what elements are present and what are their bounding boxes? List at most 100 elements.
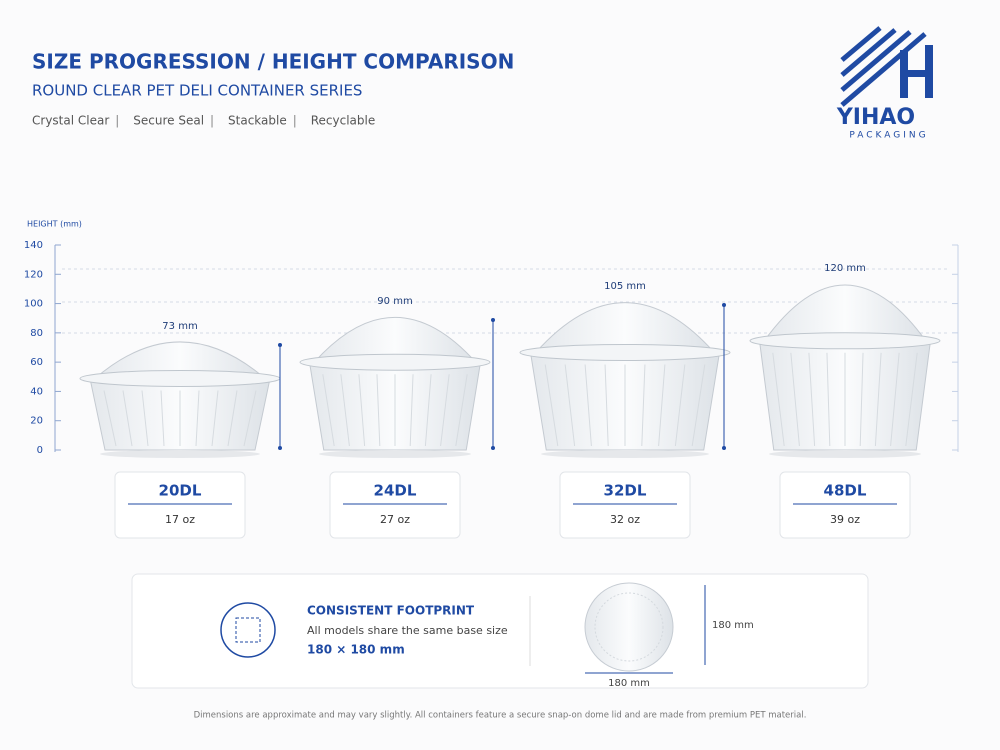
model-card	[329, 471, 461, 539]
model-card	[779, 471, 911, 539]
axis-label: HEIGHT (mm)	[27, 220, 82, 229]
tick-label: 0	[37, 445, 43, 456]
footprint-icon-square	[235, 617, 261, 643]
tick-label: 140	[24, 240, 43, 251]
container-rib	[890, 352, 900, 447]
logo: YIHAO PACKAGING	[836, 26, 933, 141]
container-shadow	[100, 450, 260, 458]
container-rib	[440, 374, 450, 447]
container-rib	[141, 390, 149, 447]
model-card	[114, 471, 246, 539]
marker-dot	[722, 446, 726, 450]
model-volume: 32 oz	[610, 513, 640, 526]
container-dome	[763, 284, 927, 342]
marker-dot	[722, 303, 726, 307]
height-label: 120 mm	[824, 263, 866, 274]
container-rib	[584, 364, 592, 447]
container-rib	[808, 352, 816, 447]
container-rib	[674, 364, 686, 447]
container	[749, 284, 941, 458]
container	[519, 302, 731, 458]
separator: |	[115, 114, 119, 128]
container-shadow	[541, 450, 709, 458]
feature: Recyclable	[311, 114, 376, 128]
container-rib	[195, 390, 200, 447]
container-rib	[604, 364, 609, 447]
container-dome	[93, 341, 267, 379]
container-rib	[790, 352, 800, 447]
model-name: 48DL	[824, 482, 867, 500]
height-label: 73 mm	[162, 321, 197, 332]
container-rim	[299, 353, 491, 371]
container-shadow	[769, 450, 921, 458]
container-shadow	[319, 450, 471, 458]
container-rib	[243, 390, 257, 447]
model-name: 32DL	[604, 482, 647, 500]
model-name: 24DL	[374, 482, 417, 500]
container-rim	[519, 344, 731, 361]
tick-label: 40	[30, 386, 43, 397]
lid-ring	[594, 592, 664, 662]
separator: |	[210, 114, 214, 128]
container-rib	[905, 352, 918, 447]
logo-name: YIHAO	[836, 105, 915, 130]
container-rim	[79, 370, 281, 387]
marker-dot	[278, 446, 282, 450]
feature: Crystal Clear	[32, 114, 109, 128]
container-rib	[358, 374, 366, 447]
lid-top-view	[584, 582, 674, 672]
marker-dot	[491, 446, 495, 450]
footprint-panel	[131, 573, 869, 689]
tick-label: 120	[24, 269, 43, 280]
container-rib	[455, 374, 468, 447]
container-rib	[772, 352, 785, 447]
height-label: 105 mm	[604, 281, 646, 292]
container-rim	[749, 332, 941, 350]
marker-dot	[491, 318, 495, 322]
model-volume: 27 oz	[380, 513, 410, 526]
container-rib	[103, 390, 117, 447]
container-rib	[874, 352, 882, 447]
footprint-size: 180 × 180 mm	[307, 643, 405, 657]
container-rib	[122, 390, 133, 447]
marker-dot	[278, 343, 282, 347]
subtitle: ROUND CLEAR PET DELI CONTAINER SERIES	[32, 82, 362, 100]
container-rib	[340, 374, 350, 447]
container	[299, 317, 491, 458]
container-rib	[322, 374, 335, 447]
footprint-title: CONSISTENT FOOTPRINT	[307, 604, 475, 618]
model-volume: 17 oz	[165, 513, 195, 526]
tick-label: 60	[30, 357, 43, 368]
container-rib	[409, 374, 414, 447]
container-rib	[641, 364, 646, 447]
container-rib	[691, 364, 706, 447]
title: SIZE PROGRESSION / HEIGHT COMPARISON	[32, 50, 514, 74]
tick-label: 80	[30, 328, 43, 339]
container-rib	[227, 390, 238, 447]
container-rib	[211, 390, 219, 447]
tick-label: 100	[24, 299, 43, 310]
width-dim: 180 mm	[608, 678, 650, 689]
container-rib	[564, 364, 576, 447]
separator: |	[293, 114, 297, 128]
feature: Secure Seal	[133, 114, 204, 128]
container-dome	[534, 302, 716, 353]
height-dim: 180 mm	[712, 620, 754, 631]
container-rib	[160, 390, 165, 447]
footprint-icon	[220, 602, 276, 658]
footprint-text: All models share the same base size	[307, 624, 508, 637]
model-volume: 39 oz	[830, 513, 860, 526]
model-card	[559, 471, 691, 539]
container-dome	[313, 317, 477, 363]
feature: Stackable	[228, 114, 287, 128]
logo-tagline: PACKAGING	[849, 131, 928, 141]
container-rib	[859, 352, 864, 447]
container-rib	[376, 374, 381, 447]
container-rib	[424, 374, 432, 447]
model-name: 20DL	[159, 482, 202, 500]
footnote: Dimensions are approximate and may vary …	[194, 711, 807, 721]
container-rib	[544, 364, 559, 447]
container-rib	[826, 352, 831, 447]
